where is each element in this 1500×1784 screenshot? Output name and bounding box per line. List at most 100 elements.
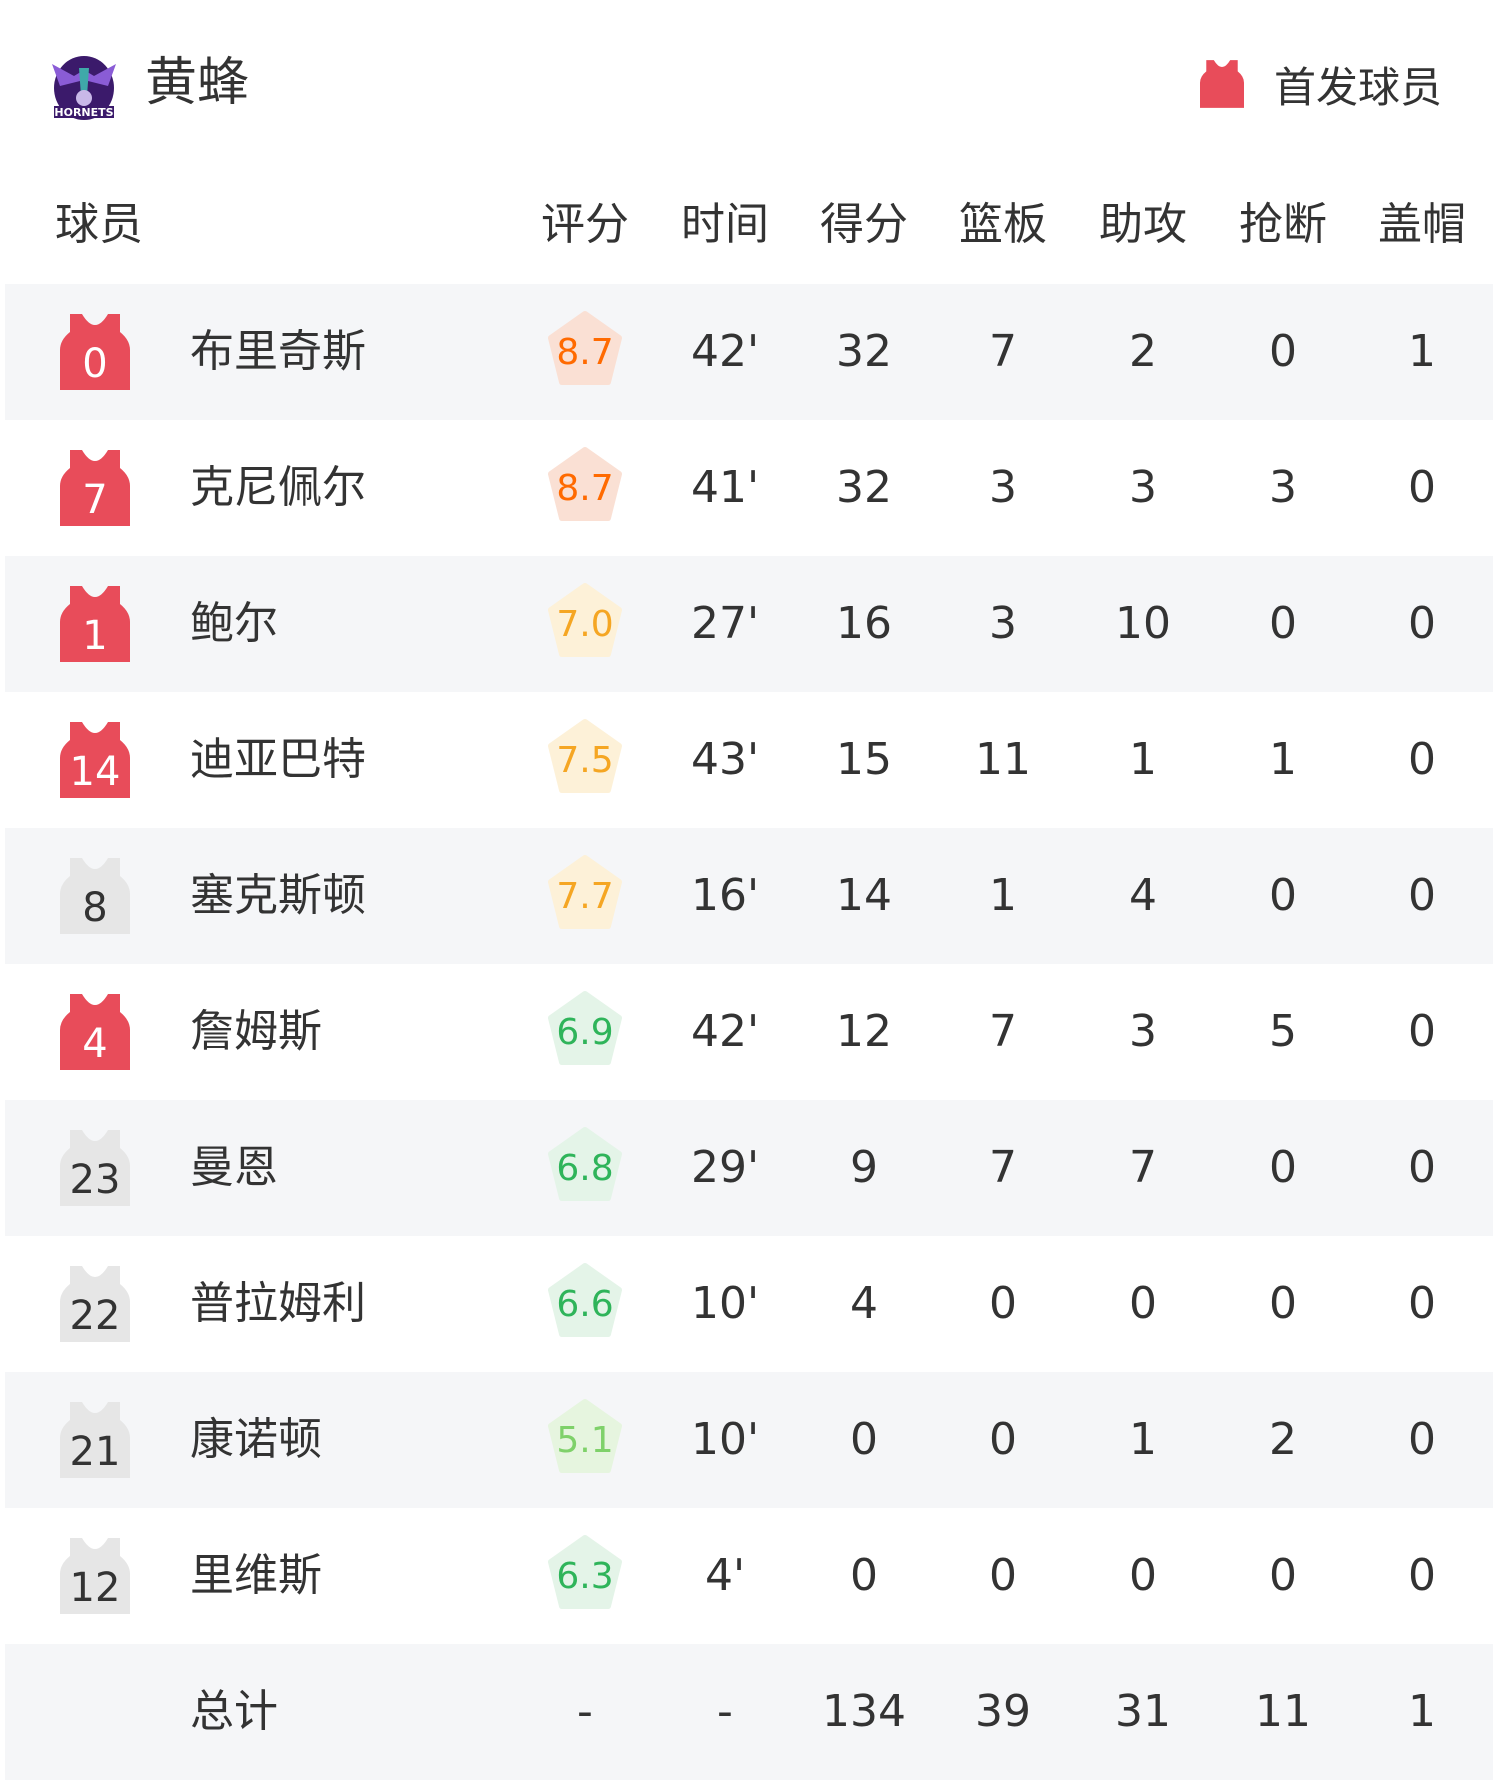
player-row[interactable]: 8 塞克斯顿 7.7 16' 14 1 4 0 0 bbox=[5, 828, 1493, 964]
points-value: 14 bbox=[836, 870, 892, 921]
blocks-value: 0 bbox=[1408, 734, 1436, 785]
jersey-icon bbox=[60, 1130, 130, 1206]
assists-value: 0 bbox=[1129, 1278, 1157, 1329]
minutes-value: 4' bbox=[704, 1550, 746, 1601]
player-name[interactable]: 康诺顿 bbox=[190, 1414, 322, 1465]
rating-value: 6.9 bbox=[556, 1012, 614, 1053]
jersey-icon bbox=[60, 1266, 130, 1342]
rating-badge: 6.8 bbox=[546, 1126, 624, 1204]
rebounds-value: 7 bbox=[989, 326, 1017, 377]
points-value: 9 bbox=[850, 1142, 878, 1193]
player-name[interactable]: 曼恩 bbox=[190, 1142, 278, 1193]
assists-value: 2 bbox=[1129, 326, 1157, 377]
jersey-icon bbox=[60, 994, 130, 1070]
rating-value: 7.7 bbox=[556, 876, 614, 917]
jersey-icon bbox=[60, 722, 130, 798]
points-value: 4 bbox=[850, 1278, 878, 1329]
player-row[interactable]: 4 詹姆斯 6.9 42' 12 7 3 5 0 bbox=[5, 964, 1493, 1100]
jersey-number-badge: 1 bbox=[60, 586, 130, 662]
column-header-points[interactable]: 得分 bbox=[820, 199, 908, 250]
rebounds-value: 7 bbox=[989, 1142, 1017, 1193]
rebounds-value: 0 bbox=[989, 1414, 1017, 1465]
jersey-number-badge: 4 bbox=[60, 994, 130, 1070]
player-row[interactable]: 22 普拉姆利 6.6 10' 4 0 0 0 0 bbox=[5, 1236, 1493, 1372]
jersey-icon bbox=[60, 314, 130, 390]
rebounds-value: 11 bbox=[975, 734, 1031, 785]
player-row[interactable]: 21 康诺顿 5.1 10' 0 0 1 2 0 bbox=[5, 1372, 1493, 1508]
steals-value: 1 bbox=[1269, 734, 1297, 785]
rating-value: 6.3 bbox=[556, 1556, 614, 1597]
player-row[interactable]: 0 布里奇斯 8.7 42' 32 7 2 0 1 bbox=[5, 284, 1493, 420]
assists-value: 4 bbox=[1129, 870, 1157, 921]
player-name[interactable]: 普拉姆利 bbox=[190, 1278, 366, 1329]
player-name[interactable]: 詹姆斯 bbox=[190, 1006, 322, 1057]
blocks-value: 0 bbox=[1408, 1414, 1436, 1465]
steals-value: 3 bbox=[1269, 462, 1297, 513]
rating-value: 8.7 bbox=[556, 468, 614, 509]
starter-legend-label: 首发球员 bbox=[1274, 62, 1443, 112]
team-header: HORNETS 黄蜂 首发球员 bbox=[0, 0, 1500, 170]
totals-row: 总计 - -134 39 31 11 1 bbox=[5, 1644, 1493, 1780]
rating-value: - bbox=[577, 1686, 593, 1737]
rebounds-value: 3 bbox=[989, 462, 1017, 513]
rebounds-value: 0 bbox=[989, 1278, 1017, 1329]
jersey-number-badge: 7 bbox=[60, 450, 130, 526]
column-header-rating[interactable]: 评分 bbox=[541, 199, 629, 250]
player-row[interactable]: 1 鲍尔 7.0 27' 16 3 10 0 0 bbox=[5, 556, 1493, 692]
player-row[interactable]: 23 曼恩 6.8 29' 9 7 7 0 0 bbox=[5, 1100, 1493, 1236]
rebounds-value: 39 bbox=[975, 1686, 1031, 1737]
column-header-rebounds[interactable]: 篮板 bbox=[959, 199, 1047, 250]
blocks-value: 1 bbox=[1408, 1686, 1436, 1737]
jersey-number-badge: 22 bbox=[60, 1266, 130, 1342]
totals-label: 总计 bbox=[190, 1686, 278, 1737]
column-header-steals[interactable]: 抢断 bbox=[1239, 199, 1327, 250]
jersey-number-badge: 8 bbox=[60, 858, 130, 934]
assists-value: 7 bbox=[1129, 1142, 1157, 1193]
player-row[interactable]: 14 迪亚巴特 7.5 43' 15 11 1 1 0 bbox=[5, 692, 1493, 828]
blocks-value: 0 bbox=[1408, 1550, 1436, 1601]
jersey-icon bbox=[60, 858, 130, 934]
player-row[interactable]: 7 克尼佩尔 8.7 41' 32 3 3 3 0 bbox=[5, 420, 1493, 556]
player-name[interactable]: 迪亚巴特 bbox=[190, 734, 366, 785]
jersey-number: 21 bbox=[69, 1429, 121, 1475]
player-name[interactable]: 克尼佩尔 bbox=[190, 462, 366, 513]
player-name[interactable]: 鲍尔 bbox=[190, 598, 278, 649]
assists-value: 31 bbox=[1115, 1686, 1171, 1737]
starter-legend: 首发球员 bbox=[1200, 52, 1442, 116]
player-name[interactable]: 里维斯 bbox=[190, 1550, 322, 1601]
minutes-value: 42' bbox=[690, 326, 760, 377]
rating-badge: 6.9 bbox=[546, 990, 624, 1068]
column-header-blocks[interactable]: 盖帽 bbox=[1378, 199, 1466, 250]
points-value: 0 bbox=[850, 1414, 878, 1465]
jersey-number-badge: 21 bbox=[60, 1402, 130, 1478]
steals-value: 0 bbox=[1269, 326, 1297, 377]
assists-value: 0 bbox=[1129, 1550, 1157, 1601]
rating-badge: 6.6 bbox=[546, 1262, 624, 1340]
jersey-number: 0 bbox=[82, 341, 108, 387]
rating-badge: 7.7 bbox=[546, 854, 624, 932]
rating-value: 6.8 bbox=[556, 1148, 614, 1189]
rating-badge: 5.1 bbox=[546, 1398, 624, 1476]
svg-text:HORNETS: HORNETS bbox=[54, 106, 113, 119]
steals-value: 2 bbox=[1269, 1414, 1297, 1465]
column-header-player: 球员 bbox=[55, 199, 143, 250]
rating-value: 7.5 bbox=[556, 740, 614, 781]
blocks-value: 0 bbox=[1408, 870, 1436, 921]
player-name[interactable]: 布里奇斯 bbox=[190, 326, 366, 377]
steals-value: 0 bbox=[1269, 598, 1297, 649]
player-name[interactable]: 塞克斯顿 bbox=[190, 870, 366, 921]
assists-value: 10 bbox=[1115, 598, 1171, 649]
blocks-value: 0 bbox=[1408, 462, 1436, 513]
hornets-logo: HORNETS bbox=[52, 56, 116, 120]
jersey-number: 23 bbox=[69, 1157, 121, 1203]
column-header-assists[interactable]: 助攻 bbox=[1099, 199, 1187, 250]
blocks-value: 0 bbox=[1408, 1278, 1436, 1329]
steals-value: 0 bbox=[1269, 870, 1297, 921]
blocks-value: 0 bbox=[1408, 1006, 1436, 1057]
jersey-icon bbox=[60, 1402, 130, 1478]
jersey-number-badge: 12 bbox=[60, 1538, 130, 1614]
player-row[interactable]: 12 里维斯 6.3 4' 0 0 0 0 0 bbox=[5, 1508, 1493, 1644]
jersey-number-badge: 23 bbox=[60, 1130, 130, 1206]
rebounds-value: 1 bbox=[989, 870, 1017, 921]
column-header-minutes[interactable]: 时间 bbox=[681, 199, 769, 250]
